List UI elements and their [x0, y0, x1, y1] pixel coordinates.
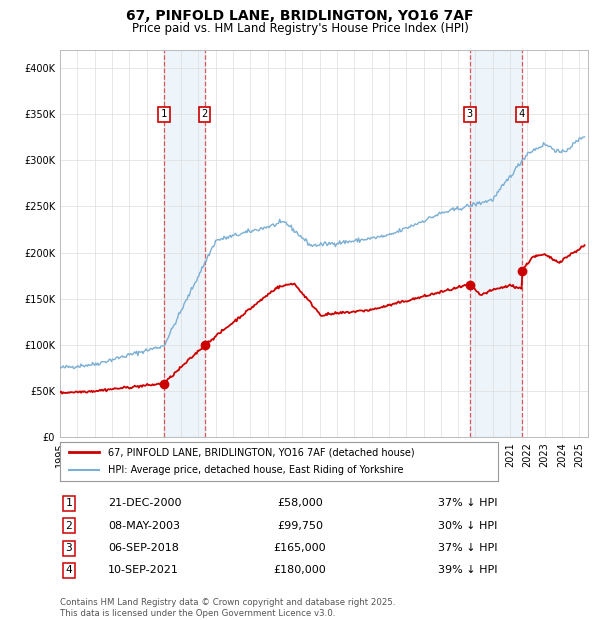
Text: 10-SEP-2021: 10-SEP-2021	[108, 565, 179, 575]
Text: 21-DEC-2000: 21-DEC-2000	[108, 498, 182, 508]
Text: Price paid vs. HM Land Registry's House Price Index (HPI): Price paid vs. HM Land Registry's House …	[131, 22, 469, 35]
Text: 3: 3	[65, 543, 73, 553]
Text: 30% ↓ HPI: 30% ↓ HPI	[438, 521, 497, 531]
Bar	[470, 50, 522, 437]
Text: 37% ↓ HPI: 37% ↓ HPI	[438, 543, 497, 553]
Text: 06-SEP-2018: 06-SEP-2018	[108, 543, 179, 553]
Text: 08-MAY-2003: 08-MAY-2003	[108, 521, 180, 531]
Text: 4: 4	[519, 109, 525, 119]
Text: HPI: Average price, detached house, East Riding of Yorkshire: HPI: Average price, detached house, East…	[108, 465, 404, 475]
Text: 39% ↓ HPI: 39% ↓ HPI	[438, 565, 497, 575]
Text: 37% ↓ HPI: 37% ↓ HPI	[438, 498, 497, 508]
Text: £165,000: £165,000	[274, 543, 326, 553]
Text: £99,750: £99,750	[277, 521, 323, 531]
Text: 3: 3	[467, 109, 473, 119]
Text: 4: 4	[65, 565, 73, 575]
Bar	[164, 50, 205, 437]
Text: 2: 2	[65, 521, 73, 531]
Text: 2: 2	[202, 109, 208, 119]
Text: Contains HM Land Registry data © Crown copyright and database right 2025.
This d: Contains HM Land Registry data © Crown c…	[60, 598, 395, 618]
Text: 67, PINFOLD LANE, BRIDLINGTON, YO16 7AF (detached house): 67, PINFOLD LANE, BRIDLINGTON, YO16 7AF …	[108, 448, 415, 458]
Text: 1: 1	[65, 498, 73, 508]
Text: £180,000: £180,000	[274, 565, 326, 575]
Text: £58,000: £58,000	[277, 498, 323, 508]
Text: 1: 1	[161, 109, 167, 119]
Text: 67, PINFOLD LANE, BRIDLINGTON, YO16 7AF: 67, PINFOLD LANE, BRIDLINGTON, YO16 7AF	[126, 9, 474, 24]
